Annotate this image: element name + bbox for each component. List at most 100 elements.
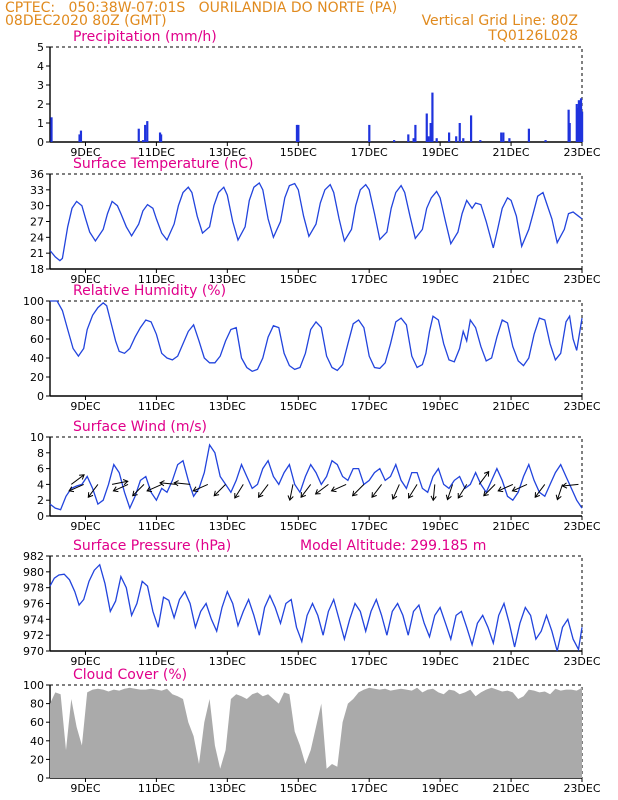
wind-arrow-shaft <box>331 483 347 492</box>
x-tick-label: 21DEC <box>493 400 530 413</box>
y-tick-label: 100 <box>23 295 44 308</box>
y-tick-label: 20 <box>30 371 44 384</box>
precip-bar <box>544 140 547 142</box>
y-tick-label: 21 <box>30 247 44 260</box>
wind-arrow <box>173 480 191 487</box>
y-tick-label: 80 <box>30 314 44 327</box>
x-tick-label: 15DEC <box>280 520 317 533</box>
precip-bar <box>412 138 415 142</box>
y-tick-label: 2 <box>37 98 44 111</box>
wind-arrow <box>159 480 176 487</box>
wind-arrow-head <box>430 495 437 502</box>
wind-arrow-shaft <box>258 484 269 498</box>
wind-arrow <box>213 484 226 497</box>
x-tick-label: 11DEC <box>138 782 175 795</box>
cloud-area <box>50 687 582 778</box>
x-tick-label: 23DEC <box>563 520 600 533</box>
y-tick-label: 974 <box>23 613 44 626</box>
y-tick-label: 4 <box>37 60 44 73</box>
precip-bar <box>137 128 140 142</box>
precip-bar <box>160 134 163 142</box>
wind-arrow-head <box>330 486 337 493</box>
wind-arrow-head <box>122 479 129 486</box>
panel-2: 0 20 40 60 80 100 9DEC 11DEC 13DEC 15DEC 17DEC 19DE… <box>23 283 601 413</box>
x-tick-label: 19DEC <box>422 655 459 668</box>
y-tick-label: 33 <box>30 184 44 197</box>
series-line <box>49 443 583 511</box>
wind-arrow <box>351 484 365 497</box>
y-tick-label: 976 <box>23 598 44 611</box>
precip-bar <box>78 134 81 142</box>
x-tick-label: 9DEC <box>70 273 100 286</box>
x-tick-label: 11DEC <box>138 273 175 286</box>
x-tick-label: 23DEC <box>563 655 600 668</box>
wind-arrow-head <box>132 490 138 497</box>
wind-arrow-head <box>408 493 414 499</box>
header-run-date: 08DEC2020 80Z (GMT) <box>5 13 167 29</box>
wind-arrow-head <box>457 492 464 499</box>
panel-title: Precipitation (mm/h) <box>73 29 217 45</box>
x-tick-label: 17DEC <box>351 655 388 668</box>
wind-arrow-head <box>287 495 294 502</box>
y-tick-label: 40 <box>30 352 44 365</box>
y-tick-label: 5 <box>37 41 44 54</box>
precip-bar <box>368 124 371 142</box>
wind-arrow-shaft <box>146 483 162 492</box>
wind-arrow-shaft <box>174 482 191 485</box>
y-tick-label: 2 <box>37 494 44 507</box>
x-tick-label: 13DEC <box>209 273 246 286</box>
x-tick-label: 23DEC <box>563 146 600 159</box>
y-tick-label: 60 <box>30 333 44 346</box>
x-tick-label: 21DEC <box>493 146 530 159</box>
wind-arrow-shaft <box>68 483 84 492</box>
wind-arrow <box>257 484 269 498</box>
x-tick-label: 21DEC <box>493 782 530 795</box>
x-tick-label: 9DEC <box>70 400 100 413</box>
wind-arrow <box>483 484 496 497</box>
wind-arrow-head <box>68 486 75 493</box>
panel-title: Surface Temperature (nC) <box>73 156 254 172</box>
y-tick-label: 100 <box>23 679 44 692</box>
wind-arrow-shaft <box>392 484 400 500</box>
wind-arrow-shaft <box>70 474 85 485</box>
wind-arrow-shaft <box>478 471 490 485</box>
precip-bar <box>431 92 434 142</box>
panel-title: Relative Humidity (%) <box>73 283 226 299</box>
precip-bar <box>414 124 417 142</box>
x-tick-label: 13DEC <box>209 520 246 533</box>
x-tick-label: 9DEC <box>70 520 100 533</box>
wind-arrow-head <box>213 490 220 497</box>
precip-bar <box>581 111 584 142</box>
panel-0: 0 1 2 3 4 5 9DEC 11DEC 13DEC 15DEC 17DEC 19DEC 21DEC… <box>37 29 601 159</box>
series-line <box>49 182 583 262</box>
wind-arrow-head <box>173 480 179 487</box>
x-tick-label: 23DEC <box>563 273 600 286</box>
y-tick-label: 978 <box>23 582 44 595</box>
wind-arrow <box>192 483 209 493</box>
y-tick-label: 0 <box>37 772 44 785</box>
wind-arrow <box>561 482 579 489</box>
x-tick-label: 13DEC <box>209 146 246 159</box>
wind-arrow-shaft <box>213 484 226 497</box>
y-tick-label: 40 <box>30 735 44 748</box>
wind-arrow-shaft <box>447 484 454 500</box>
x-tick-label: 13DEC <box>209 400 246 413</box>
precip-bar <box>458 123 461 142</box>
wind-arrow-head <box>555 494 562 501</box>
x-tick-label: 21DEC <box>493 655 530 668</box>
wind-arrow-head <box>159 480 165 487</box>
wind-arrow-shaft <box>408 484 418 499</box>
y-tick-label: 20 <box>30 753 44 766</box>
wind-arrow <box>234 484 244 499</box>
y-tick-label: 0 <box>37 390 44 403</box>
wind-arrow <box>457 484 468 499</box>
precip-bar <box>144 124 147 142</box>
y-tick-label: 972 <box>23 629 44 642</box>
wind-arrow <box>497 483 514 493</box>
precip-bar <box>455 136 458 142</box>
x-tick-label: 19DEC <box>422 273 459 286</box>
precip-bar <box>502 132 505 142</box>
panel-frame <box>49 436 583 517</box>
wind-arrow-shaft <box>562 483 579 487</box>
precip-bar <box>50 117 53 142</box>
